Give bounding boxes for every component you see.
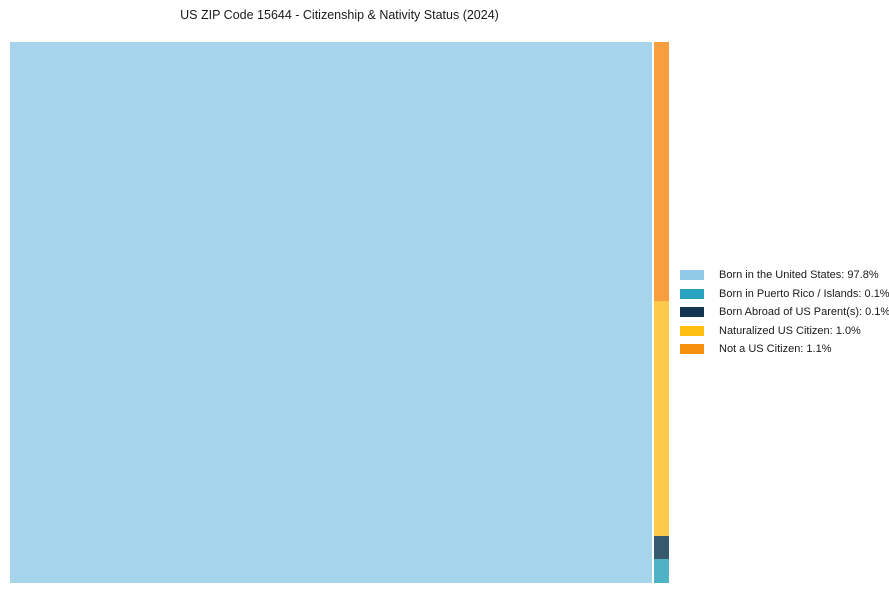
legend-label-not-a-citizen: Not a US Citizen: 1.1% — [719, 343, 832, 356]
treemap-tile-born-abroad-of-us-parents — [654, 535, 669, 560]
legend-item-not-a-citizen: Not a US Citizen: 1.1% — [680, 340, 889, 359]
treemap-plot-area — [10, 42, 669, 583]
legend-label-born-in-us: Born in the United States: 97.8% — [719, 269, 879, 282]
treemap-tile-born-in-puerto-rico-islands — [654, 559, 669, 583]
legend-label-born-in-puerto-rico: Born in Puerto Rico / Islands: 0.1% — [719, 287, 889, 300]
legend-item-naturalized: Naturalized US Citizen: 1.0% — [680, 322, 889, 341]
chart-title: US ZIP Code 15644 - Citizenship & Nativi… — [180, 8, 499, 22]
legend-swatch-not-a-citizen — [680, 344, 704, 355]
treemap-minor-strip — [654, 42, 669, 583]
legend-label-naturalized: Naturalized US Citizen: 1.0% — [719, 324, 861, 337]
legend-item-born-in-us: Born in the United States: 97.8% — [680, 266, 889, 285]
treemap-tile-not-a-us-citizen — [654, 42, 669, 301]
legend-swatch-naturalized — [680, 325, 704, 336]
legend-label-born-abroad: Born Abroad of US Parent(s): 0.1% — [719, 306, 889, 319]
legend-item-born-in-puerto-rico: Born in Puerto Rico / Islands: 0.1% — [680, 285, 889, 304]
legend-swatch-born-in-us — [680, 270, 704, 281]
legend-swatch-born-in-puerto-rico — [680, 288, 704, 299]
treemap-tile-born-in-us — [10, 42, 652, 583]
legend: Born in the United States: 97.8% Born in… — [680, 266, 889, 359]
treemap-tile-naturalized-us-citizen — [654, 300, 669, 536]
legend-item-born-abroad: Born Abroad of US Parent(s): 0.1% — [680, 303, 889, 322]
legend-swatch-born-abroad — [680, 307, 704, 318]
